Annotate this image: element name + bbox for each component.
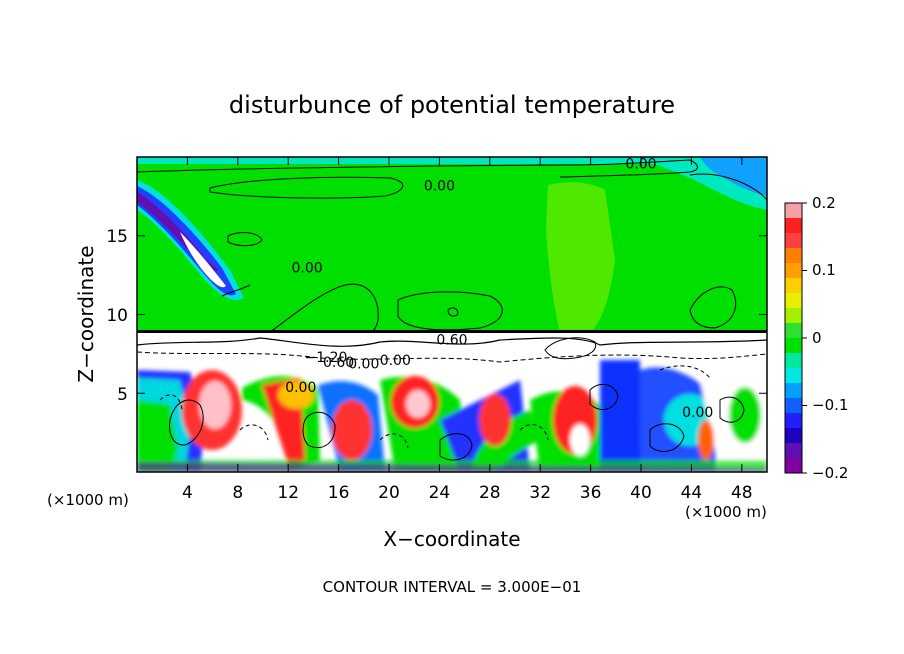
colorbar-swatch (785, 218, 802, 234)
contour-label: 0.00 (348, 356, 379, 372)
x-axis-label: X−coordinate (383, 527, 520, 551)
y-tick-label-10: 10 (106, 306, 128, 326)
contour-labels: 0.000.000.000.60−1.200.600.000.000.000.0… (285, 156, 713, 421)
colorbar-swatch (785, 368, 802, 384)
colorbar-swatch (785, 413, 802, 429)
y-tick-label-5: 5 (117, 385, 128, 405)
x-axis: 4 8 12 16 20 24 28 32 36 40 44 48 (×1000… (47, 157, 767, 551)
colorbar-swatch (785, 233, 802, 249)
colorbar-swatch (785, 248, 802, 264)
contour-label: 0.60 (323, 355, 354, 371)
colorbar-swatch (785, 383, 802, 399)
colorbar: 0.2 0.1 0 −0.1 −0.2 (784, 194, 848, 482)
x-tick-label-20: 20 (378, 483, 400, 503)
contour-label: 0.60 (436, 333, 467, 349)
interface-dashes (137, 351, 767, 363)
colorbar-swatch (785, 203, 802, 219)
x-tick-label-48: 48 (731, 483, 753, 503)
colorbar-swatch (785, 428, 802, 444)
top-cyan-strip (137, 157, 767, 164)
colorbar-swatch (785, 353, 802, 369)
contour-label: 0.00 (285, 380, 316, 396)
colorbar-swatch (785, 458, 802, 474)
colorbar-swatch (785, 278, 802, 294)
x-tick-label-24: 24 (429, 483, 451, 503)
y-axis-label: Z−coordinate (74, 245, 98, 382)
colorbar-label-neg0.2: −0.2 (812, 464, 848, 482)
y-axis: 5 10 15 Z−coordinate (74, 227, 767, 405)
interface-turbulence (137, 337, 767, 347)
contour-label: 0.00 (380, 353, 411, 369)
x-tick-label-8: 8 (232, 483, 243, 503)
x-tick-label-16: 16 (328, 483, 350, 503)
colorbar-swatch (785, 443, 802, 459)
x-tick-label-12: 12 (277, 483, 299, 503)
colorbar-label-neg0.1: −0.1 (812, 396, 848, 414)
x-tick-label-28: 28 (479, 483, 501, 503)
x-tick-label-32: 32 (529, 483, 551, 503)
chart-title: disturbunce of potential temperature (229, 91, 675, 119)
colorbar-label-0: 0 (812, 329, 822, 347)
plot-area (136, 156, 768, 473)
x-tick-label-4: 4 (182, 483, 193, 503)
contour-label: 0.00 (424, 178, 455, 194)
colorbar-label-0.1: 0.1 (812, 261, 836, 279)
contour-lines (137, 159, 767, 461)
colorbar-swatches (785, 203, 802, 474)
x-unit-label-left: (×1000 m) (47, 491, 129, 509)
colorbar-swatch (785, 338, 802, 354)
colorbar-swatch (785, 323, 802, 339)
left-diagonal-band-white (180, 232, 226, 288)
contour-label: 0.00 (292, 260, 323, 276)
x-tick-label-40: 40 (630, 483, 652, 503)
colorbar-swatch (785, 308, 802, 324)
colorbar-ticks (802, 202, 807, 474)
colorbar-label-0.2: 0.2 (812, 194, 836, 212)
contour-label: 0.00 (682, 405, 713, 421)
x-tick-marks (186, 157, 743, 472)
lower-layer-anomalies (137, 360, 767, 472)
contour-label: −1.20 (305, 350, 348, 366)
central-yellowgreen-plume (546, 182, 615, 332)
interface-band (137, 330, 767, 333)
upper-layer-field (137, 157, 767, 332)
y-tick-label-15: 15 (106, 227, 128, 247)
x-tick-label-44: 44 (681, 483, 703, 503)
colorbar-swatch (785, 263, 802, 279)
colorbar-swatch (785, 398, 802, 414)
contour-dashed-lines (159, 365, 711, 449)
x-unit-label-right: (×1000 m) (685, 503, 767, 521)
colorbar-swatch (785, 293, 802, 309)
contour-interval-footer: CONTOUR INTERVAL = 3.000E−01 (323, 578, 582, 596)
x-tick-label-36: 36 (580, 483, 602, 503)
